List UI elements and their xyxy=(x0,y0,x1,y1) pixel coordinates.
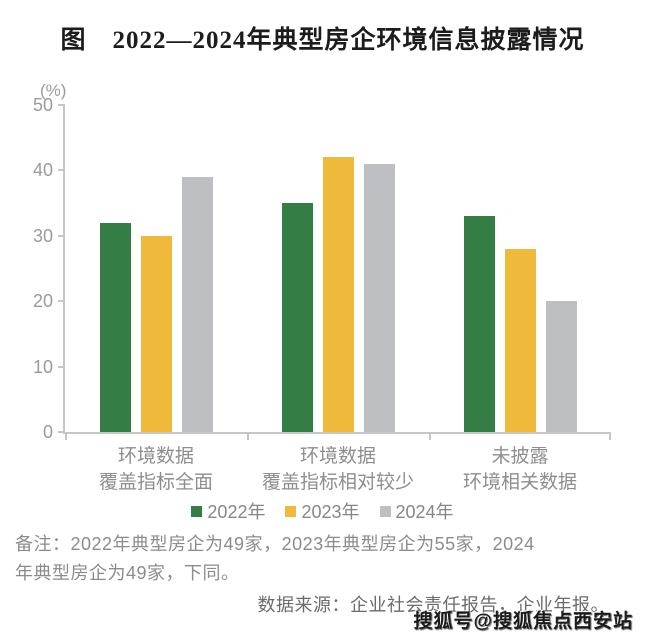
legend-item: 2024年 xyxy=(379,498,454,524)
y-axis-tick-label: 20 xyxy=(32,291,53,312)
y-axis-tick-label: 10 xyxy=(32,356,53,377)
bar-2024年 xyxy=(545,301,577,432)
y-axis-tick xyxy=(58,169,65,172)
legend-label: 2024年 xyxy=(395,502,454,522)
legend-swatch xyxy=(285,505,297,517)
category-label-line1: 环境数据 xyxy=(117,446,194,467)
bar-2022年 xyxy=(99,222,131,432)
legend-item: 2022年 xyxy=(191,498,265,524)
legend-swatch xyxy=(379,505,391,517)
note-line-2: 年典型房企为49家，下同。 xyxy=(15,563,240,583)
bar-2022年 xyxy=(281,203,313,432)
legend: 2022年 2023年 2024年 xyxy=(0,498,645,524)
note-text: 备注：2022年典型房企为49家，2023年典型房企为55家，2024 年典型房… xyxy=(15,530,637,588)
y-axis-tick-label: 40 xyxy=(32,160,53,181)
x-axis-tick xyxy=(65,432,67,440)
legend-swatch xyxy=(191,505,203,517)
category-label-line2: 覆盖指标全面 xyxy=(98,472,213,493)
bar-2023年 xyxy=(140,235,172,432)
legend-label: 2023年 xyxy=(301,502,360,522)
y-axis-tick xyxy=(58,104,65,106)
bar-group xyxy=(429,105,611,432)
bar-2024年 xyxy=(363,163,395,432)
x-axis-tick xyxy=(609,432,611,440)
x-axis-tick xyxy=(429,432,431,440)
y-axis-tick-label: 0 xyxy=(42,422,53,442)
category-label-line1: 环境数据 xyxy=(299,446,376,467)
category-label: 环境数据覆盖指标全面 xyxy=(65,444,247,496)
y-axis-tick xyxy=(58,431,65,433)
bar-group xyxy=(65,105,247,432)
y-axis-tick xyxy=(58,365,65,368)
bar-2022年 xyxy=(463,216,495,432)
bar-2023年 xyxy=(504,248,536,432)
legend-item: 2023年 xyxy=(285,498,360,524)
category-label-line2: 环境相关数据 xyxy=(462,472,577,493)
category-label: 未披露 环境相关数据 xyxy=(429,444,611,496)
category-label: 环境数据覆盖指标相对较少 xyxy=(247,444,429,496)
category-label-line1: 未披露 xyxy=(491,446,549,467)
x-axis-tick xyxy=(247,432,249,440)
y-axis-tick-label: 30 xyxy=(32,225,53,246)
chart-title: 图 2022—2024年典型房企环境信息披露情况 xyxy=(60,27,585,54)
category-label-line2: 覆盖指标相对较少 xyxy=(261,472,414,493)
bar-2024年 xyxy=(181,176,213,432)
y-axis-tick xyxy=(58,234,65,237)
watermark-text: 搜狐号@搜狐焦点西安站 xyxy=(413,611,633,632)
bar-group xyxy=(247,105,429,432)
data-source-text: 数据来源：企业社会责任报告，企业年报。 xyxy=(257,595,609,615)
plot-area: 0 10 20 30 40 50 环境数据 覆盖指标全面 环境数据 覆盖指标相对较少 未披露 环境相关… xyxy=(33,96,611,493)
note-line-1: 备注：2022年典型房企为49家，2023年典型房企为55家，2024 xyxy=(15,534,535,554)
y-axis-tick-label: 50 xyxy=(32,95,53,115)
legend-label: 2022年 xyxy=(207,502,266,522)
bar-2023年 xyxy=(322,157,354,432)
y-axis-unit-label: (%) xyxy=(40,81,67,100)
y-axis-tick xyxy=(58,300,65,303)
